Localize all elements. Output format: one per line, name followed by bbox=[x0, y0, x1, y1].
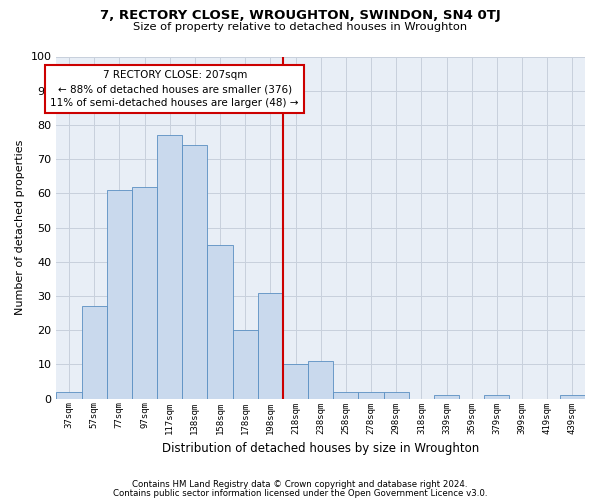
Bar bbox=[484, 395, 509, 398]
X-axis label: Distribution of detached houses by size in Wroughton: Distribution of detached houses by size … bbox=[162, 442, 479, 455]
Bar bbox=[82, 306, 107, 398]
Bar bbox=[157, 135, 182, 398]
Bar bbox=[233, 330, 258, 398]
Bar bbox=[383, 392, 409, 398]
Bar bbox=[107, 190, 132, 398]
Bar bbox=[560, 395, 585, 398]
Bar bbox=[258, 292, 283, 399]
Bar bbox=[283, 364, 308, 398]
Y-axis label: Number of detached properties: Number of detached properties bbox=[15, 140, 25, 316]
Bar bbox=[132, 186, 157, 398]
Bar bbox=[333, 392, 358, 398]
Text: 7, RECTORY CLOSE, WROUGHTON, SWINDON, SN4 0TJ: 7, RECTORY CLOSE, WROUGHTON, SWINDON, SN… bbox=[100, 9, 500, 22]
Text: Size of property relative to detached houses in Wroughton: Size of property relative to detached ho… bbox=[133, 22, 467, 32]
Text: 7 RECTORY CLOSE: 207sqm
← 88% of detached houses are smaller (376)
11% of semi-d: 7 RECTORY CLOSE: 207sqm ← 88% of detache… bbox=[50, 70, 299, 108]
Text: Contains public sector information licensed under the Open Government Licence v3: Contains public sector information licen… bbox=[113, 489, 487, 498]
Bar bbox=[358, 392, 383, 398]
Bar bbox=[308, 361, 333, 399]
Bar bbox=[56, 392, 82, 398]
Bar bbox=[182, 146, 208, 398]
Bar bbox=[208, 244, 233, 398]
Bar bbox=[434, 395, 459, 398]
Text: Contains HM Land Registry data © Crown copyright and database right 2024.: Contains HM Land Registry data © Crown c… bbox=[132, 480, 468, 489]
